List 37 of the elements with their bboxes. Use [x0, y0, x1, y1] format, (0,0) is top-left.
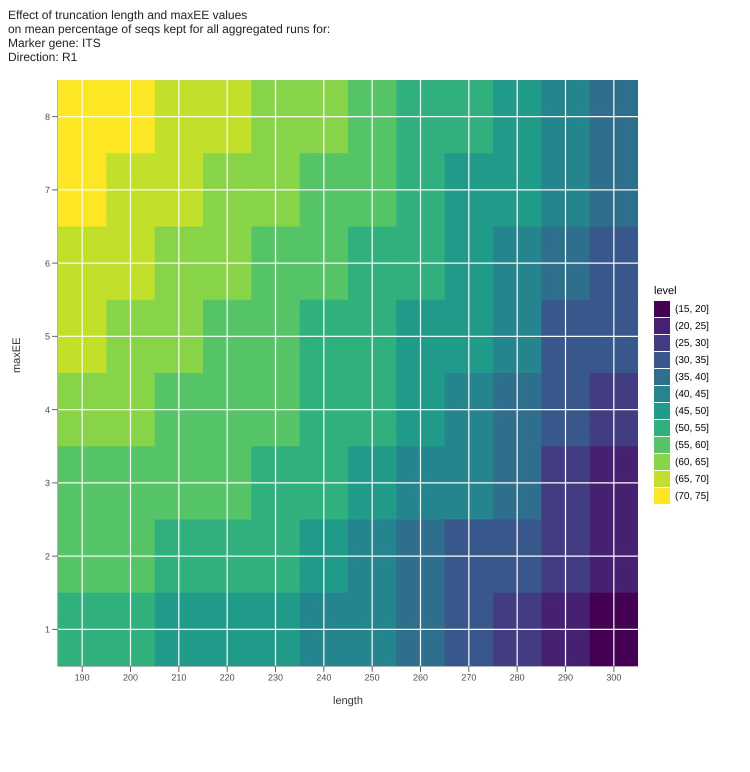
x-tick-label: 220: [220, 672, 235, 682]
x-tick-label: 300: [606, 672, 622, 682]
color-bar-label: (65, 70]: [675, 474, 709, 484]
color-bar-label: (40, 45]: [675, 388, 709, 400]
x-tick-label: 230: [268, 672, 284, 682]
y-tick-label: 2: [44, 551, 50, 562]
chart-title: Effect of truncation length and maxEE values: [8, 8, 248, 22]
x-tick-label: 190: [74, 672, 90, 682]
y-tick-label: 4: [44, 404, 50, 415]
color-bar-label: (55, 60]: [675, 440, 709, 450]
y-tick-label: 1: [44, 624, 50, 635]
x-tick-label: 210: [171, 672, 186, 682]
y-axis-title: maxEE: [10, 338, 23, 373]
color-bar-label: (45, 50]: [675, 406, 709, 416]
y-tick-label: 5: [44, 332, 50, 342]
x-tick-label: 270: [461, 672, 476, 682]
y-tick-label: 6: [44, 258, 50, 268]
x-tick-label: 260: [412, 672, 428, 682]
x-tick-label: 280: [510, 672, 525, 682]
color-bar-label: (70, 75]: [675, 490, 709, 502]
color-bar-label: (30, 35]: [675, 354, 709, 366]
x-axis-title: length: [333, 695, 363, 707]
color-bar-label: (60, 65]: [675, 456, 709, 468]
y-tick-label: 7: [44, 185, 50, 196]
x-tick-label: 240: [316, 672, 332, 682]
color-bar-label: (35, 40]: [675, 372, 709, 382]
x-tick-label: 250: [364, 672, 380, 682]
color-bar-label: (50, 55]: [675, 422, 709, 434]
x-tick-label: 290: [558, 672, 574, 682]
color-bar-title: level: [654, 285, 678, 297]
color-bar-label: (20, 25]: [675, 320, 709, 332]
chart-subtitle: on mean percentage of seqs kept for all aggregated runs for: Marker gene: ITS Direction: R1: [8, 22, 332, 64]
color-bar-label: (25, 30]: [675, 338, 709, 348]
y-tick-label: 8: [44, 112, 50, 122]
color-bar-label: (15, 20]: [675, 304, 709, 314]
x-tick-label: 200: [122, 672, 138, 682]
y-tick-label: 3: [44, 478, 50, 488]
